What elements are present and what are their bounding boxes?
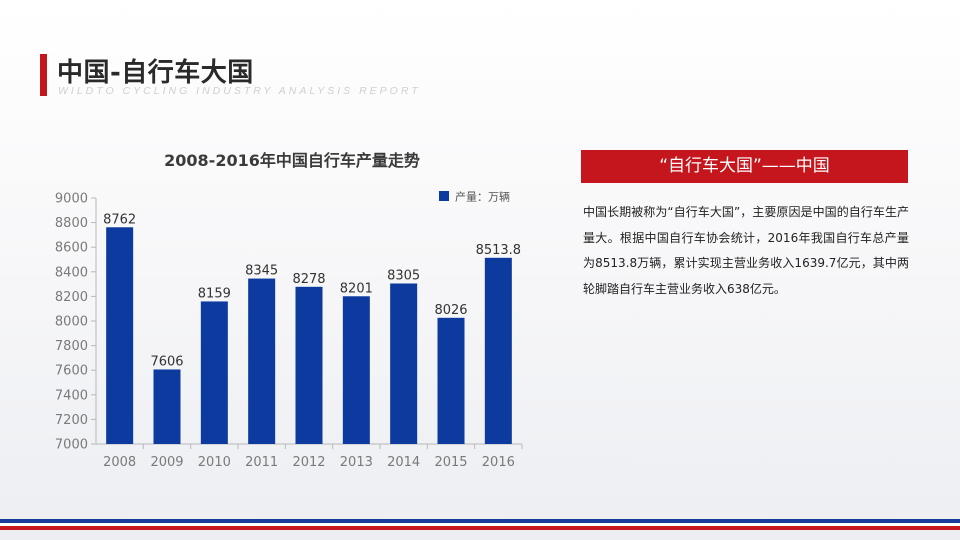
bar [153, 369, 181, 444]
y-tick-label: 9000 [55, 192, 88, 207]
bar [248, 278, 276, 444]
y-tick-label: 7800 [55, 339, 88, 354]
bar-value-label: 8201 [340, 281, 373, 296]
x-tick-label: 2014 [387, 455, 420, 470]
y-tick-label: 8600 [55, 241, 88, 256]
bar [342, 296, 370, 444]
x-tick-label: 2010 [198, 455, 231, 470]
page-title: 中国-自行车大国 [57, 58, 254, 88]
x-tick-label: 2008 [103, 455, 136, 470]
chart-title: 2008-2016年中国自行车产量走势 [164, 151, 420, 170]
bar-value-label: 8345 [245, 264, 278, 279]
x-tick-label: 2011 [245, 455, 278, 470]
y-axis: 7000 7200 7400 7600 7800 8000 8200 8400 8600 8800… [55, 192, 97, 453]
y-tick-label: 8400 [55, 265, 88, 280]
y-tick-label: 8800 [55, 216, 88, 231]
x-axis: 2008 2009 2010 2011 2012 2013 2014 2015 2016 [96, 443, 523, 470]
bar [484, 257, 512, 444]
info-paragraph: 中国长期被称为“自行车大国”，主要原因是中国的自行车生产量大。根据中国自行车协会… [583, 205, 909, 296]
footer-stripe-blue [0, 519, 960, 523]
bar-value-label: 8159 [198, 286, 231, 301]
info-heading: “自行车大国”——中国 [581, 150, 908, 183]
y-tick-label: 8200 [55, 290, 88, 305]
bar-value-label: 8278 [292, 272, 325, 287]
bar-value-label: 8305 [387, 268, 420, 283]
legend-label: 产量：万辆 [455, 190, 510, 204]
bar [390, 283, 418, 444]
y-tick-label: 7200 [55, 413, 88, 428]
bar-value-label: 8762 [103, 212, 136, 227]
x-tick-label: 2013 [340, 455, 373, 470]
title-accent-bar [40, 54, 47, 96]
y-tick-label: 8000 [55, 315, 88, 330]
footer-stripe-red [0, 526, 960, 530]
x-tick-label: 2015 [434, 455, 467, 470]
y-tick-label: 7000 [55, 438, 88, 453]
x-tick-label: 2012 [292, 455, 325, 470]
bar [437, 317, 465, 444]
bar-value-label: 8513.8 [476, 243, 522, 258]
bars-group: 8762 7606 8159 8345 8278 8201 8305 8026 8513.8 [103, 212, 521, 444]
legend-swatch [439, 191, 449, 201]
x-tick-label: 2009 [150, 455, 183, 470]
bar-value-label: 7606 [150, 354, 183, 369]
page-subtitle: WILDTO CYCLING INDUSTRY ANALYSIS REPORT [58, 85, 421, 97]
bar [295, 286, 323, 444]
chart-legend: 产量：万辆 [439, 190, 510, 204]
bar [106, 227, 134, 444]
x-tick-label: 2016 [482, 455, 515, 470]
y-tick-label: 7400 [55, 388, 88, 403]
footer-stripe-white [0, 523, 960, 526]
bar-value-label: 8026 [434, 303, 467, 318]
y-tick-label: 7600 [55, 364, 88, 379]
bar [200, 301, 228, 444]
